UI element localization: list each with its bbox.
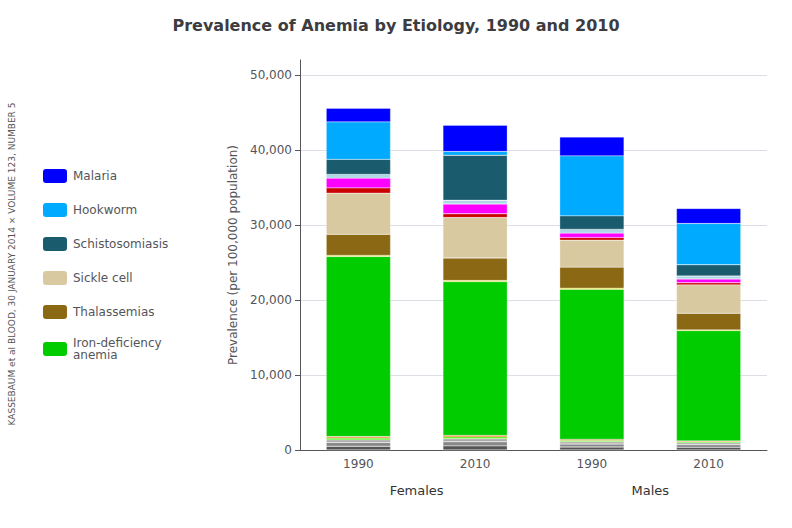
svg-text:Prevalence (per 100,000 popula: Prevalence (per 100,000 population): [226, 145, 240, 365]
svg-text:Prevalence of Anemia by Etiolo: Prevalence of Anemia by Etiology, 1990 a…: [172, 16, 619, 35]
svg-text:Males: Males: [631, 483, 669, 498]
svg-text:30,000: 30,000: [250, 218, 292, 232]
svg-text:Sickle cell: Sickle cell: [73, 271, 133, 285]
svg-text:KASSEBAUM et al BLOOD, 30 JANU: KASSEBAUM et al BLOOD, 30 JANUARY 2014 ×…: [7, 103, 17, 426]
svg-text:Thalassemias: Thalassemias: [72, 305, 155, 319]
svg-text:anemia: anemia: [73, 348, 118, 362]
svg-text:40,000: 40,000: [250, 143, 292, 157]
svg-text:Hookworm: Hookworm: [73, 203, 137, 217]
svg-text:20,000: 20,000: [250, 293, 292, 307]
svg-text:Iron-deficiency: Iron-deficiency: [73, 336, 162, 350]
svg-text:2010: 2010: [460, 457, 491, 471]
svg-text:1990: 1990: [343, 457, 374, 471]
svg-text:Malaria: Malaria: [73, 169, 117, 183]
svg-text:1990: 1990: [577, 457, 608, 471]
svg-text:Females: Females: [390, 483, 444, 498]
svg-text:0: 0: [284, 443, 292, 457]
svg-text:10,000: 10,000: [250, 368, 292, 382]
svg-text:Schistosomiasis: Schistosomiasis: [73, 237, 168, 251]
svg-text:50,000: 50,000: [250, 68, 292, 82]
svg-text:2010: 2010: [693, 457, 724, 471]
